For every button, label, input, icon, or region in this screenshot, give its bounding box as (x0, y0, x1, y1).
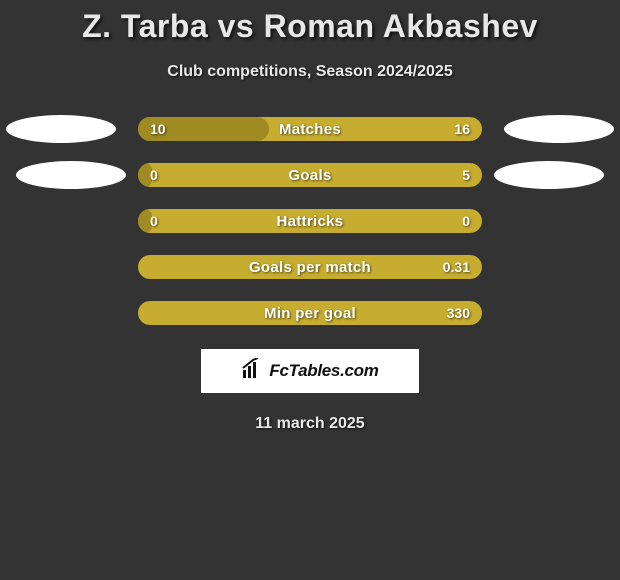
stat-row: Min per goal330 (0, 301, 620, 325)
stat-label: Min per goal (138, 301, 482, 325)
stat-label: Goals (138, 163, 482, 187)
stat-row: 0Goals5 (0, 163, 620, 187)
player-ellipse-left (16, 161, 126, 189)
stat-label: Goals per match (138, 255, 482, 279)
stat-value-right: 5 (462, 163, 470, 187)
stat-bar: 0Hattricks0 (138, 209, 482, 233)
stat-row: Goals per match0.31 (0, 255, 620, 279)
logo-box: FcTables.com (201, 349, 419, 393)
stat-value-right: 330 (447, 301, 470, 325)
stat-bar: 0Goals5 (138, 163, 482, 187)
stat-row: 0Hattricks0 (0, 209, 620, 233)
stat-bar: Min per goal330 (138, 301, 482, 325)
logo-text: FcTables.com (269, 361, 378, 381)
stat-value-right: 0 (462, 209, 470, 233)
chart-icon (241, 358, 263, 385)
stat-bar: Goals per match0.31 (138, 255, 482, 279)
stat-row: 10Matches16 (0, 117, 620, 141)
stat-bar: 10Matches16 (138, 117, 482, 141)
player-ellipse-right (494, 161, 604, 189)
stat-rows: 10Matches160Goals50Hattricks0Goals per m… (0, 117, 620, 325)
page-title: Z. Tarba vs Roman Akbashev (0, 0, 620, 45)
subtitle: Club competitions, Season 2024/2025 (0, 63, 620, 81)
stat-label: Hattricks (138, 209, 482, 233)
player-ellipse-left (6, 115, 116, 143)
date: 11 march 2025 (0, 415, 620, 433)
player-ellipse-right (504, 115, 614, 143)
stat-label: Matches (138, 117, 482, 141)
stat-value-right: 0.31 (443, 255, 470, 279)
stat-value-right: 16 (454, 117, 470, 141)
